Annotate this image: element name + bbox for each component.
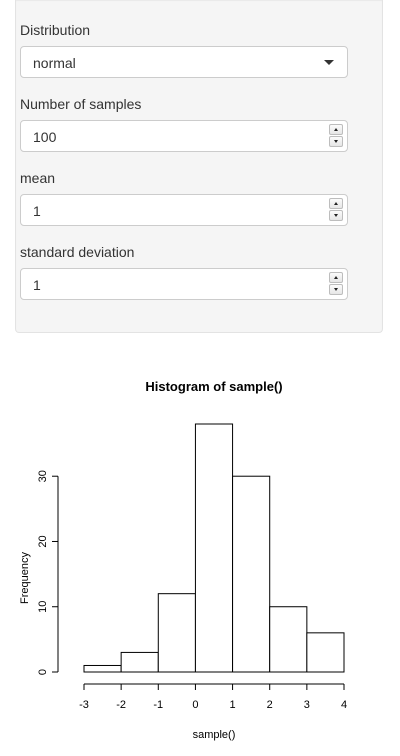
histogram-bar — [157, 593, 196, 673]
x-axis: -3 -2 -1 0 1 2 3 4 — [79, 683, 347, 711]
histogram-bar — [306, 632, 345, 673]
x-tick-label: 4 — [341, 699, 347, 711]
y-tick-label: 10 — [37, 601, 49, 613]
sd-value: 1 — [33, 277, 41, 293]
n-samples-spinner[interactable] — [329, 124, 343, 148]
y-axis: 0 10 20 30 — [37, 470, 59, 675]
y-axis-label: Frequency — [19, 552, 31, 604]
decrement-button[interactable] — [329, 210, 343, 221]
increment-button[interactable] — [329, 198, 343, 209]
arrow-up-icon — [334, 276, 338, 279]
mean-label: mean — [20, 170, 56, 186]
arrow-down-icon — [334, 140, 338, 143]
increment-button[interactable] — [329, 124, 343, 135]
distribution-label: Distribution — [20, 22, 91, 38]
distribution-select[interactable]: normal — [20, 46, 348, 78]
x-tick-label: 2 — [267, 699, 273, 711]
arrow-down-icon — [334, 214, 338, 217]
histogram-bar — [232, 475, 271, 673]
sd-input[interactable]: 1 — [20, 268, 348, 300]
x-tick-label: 1 — [230, 699, 236, 711]
histogram-bar — [120, 651, 159, 673]
mean-input[interactable]: 1 — [20, 194, 348, 226]
histogram-bar — [83, 664, 122, 673]
chevron-down-icon — [324, 60, 334, 65]
x-tick-label: -3 — [79, 699, 89, 711]
increment-button[interactable] — [329, 272, 343, 283]
chart-title: Histogram of sample() — [145, 379, 282, 394]
mean-spinner[interactable] — [329, 198, 343, 222]
y-tick-label: 30 — [37, 470, 49, 482]
arrow-down-icon — [334, 288, 338, 291]
x-tick-label: -2 — [116, 699, 126, 711]
histogram-bar — [269, 606, 308, 673]
distribution-selected-value: normal — [33, 55, 76, 71]
x-tick-label: 0 — [192, 699, 198, 711]
n-samples-input[interactable]: 100 — [20, 120, 348, 152]
x-tick-label: 3 — [304, 699, 310, 711]
arrow-up-icon — [334, 202, 338, 205]
y-tick-label: 0 — [37, 669, 49, 675]
decrement-button[interactable] — [329, 136, 343, 147]
sd-spinner[interactable] — [329, 272, 343, 296]
y-tick-label: 20 — [37, 535, 49, 547]
arrow-up-icon — [334, 128, 338, 131]
mean-value: 1 — [33, 203, 41, 219]
n-samples-label: Number of samples — [20, 96, 142, 112]
histogram-bar — [194, 423, 234, 673]
histogram-plot: Histogram of sample() sample() Frequency… — [19, 379, 347, 741]
x-tick-label: -1 — [153, 699, 163, 711]
n-samples-value: 100 — [33, 129, 57, 145]
histogram-bars — [83, 423, 345, 673]
x-axis-label: sample() — [193, 729, 236, 741]
sd-label: standard deviation — [20, 244, 135, 260]
decrement-button[interactable] — [329, 284, 343, 295]
